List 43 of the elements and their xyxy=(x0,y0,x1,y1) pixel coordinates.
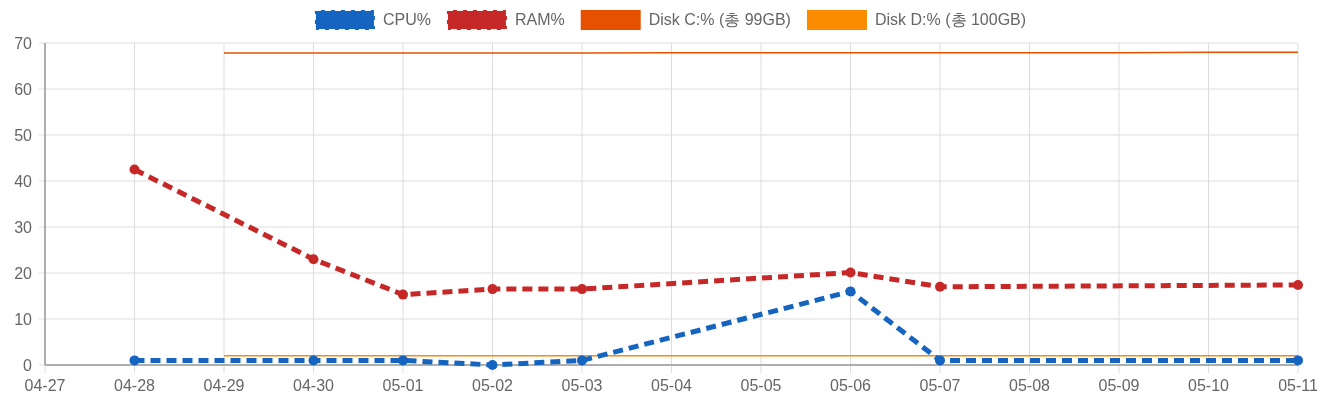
x-tick-label: 04-28 xyxy=(114,377,156,394)
y-tick-label: 70 xyxy=(14,35,33,52)
y-tick-label: 0 xyxy=(23,357,33,374)
point xyxy=(487,284,498,295)
x-tick-label: 05-04 xyxy=(651,377,693,394)
y-tick-label: 20 xyxy=(14,265,33,282)
point xyxy=(129,355,140,366)
point xyxy=(129,164,140,175)
legend-label: Disk D:% (총 100GB) xyxy=(874,11,1027,28)
x-tick-label: 04-29 xyxy=(203,377,245,394)
x-tick-label: 05-06 xyxy=(830,377,872,394)
x-tick-label: 05-02 xyxy=(472,377,514,394)
legend-label: RAM% xyxy=(514,11,565,28)
x-tick-label: 04-30 xyxy=(293,377,335,394)
point xyxy=(398,289,408,300)
x-tick-label: 05-11 xyxy=(1278,377,1318,394)
y-tick-label: 40 xyxy=(14,173,33,190)
legend-label: CPU% xyxy=(382,11,431,28)
x-tick-label: 05-03 xyxy=(561,377,603,394)
point xyxy=(398,355,408,366)
point xyxy=(845,286,856,297)
point xyxy=(845,267,856,278)
x-tick-label: 05-01 xyxy=(382,377,424,394)
x-tick-label: 05-05 xyxy=(740,377,782,394)
point xyxy=(935,281,945,292)
point xyxy=(308,254,319,265)
point xyxy=(935,355,945,366)
y-tick-label: 60 xyxy=(14,81,33,98)
y-tick-label: 30 xyxy=(14,219,33,236)
point xyxy=(577,355,587,366)
x-tick-label: 05-07 xyxy=(919,377,961,394)
x-tick-label: 05-09 xyxy=(1098,377,1140,394)
point xyxy=(308,355,319,366)
point xyxy=(1293,279,1303,290)
x-tick-label: 05-10 xyxy=(1188,377,1230,394)
x-tick-label: 05-08 xyxy=(1009,377,1051,394)
point xyxy=(487,360,498,370)
legend-label: Disk C:% (총 99GB) xyxy=(648,11,791,28)
x-tick-label: 04-27 xyxy=(24,377,66,394)
point xyxy=(577,284,587,295)
point xyxy=(1293,355,1303,366)
y-tick-label: 50 xyxy=(14,127,33,144)
y-tick-label: 10 xyxy=(14,311,33,328)
